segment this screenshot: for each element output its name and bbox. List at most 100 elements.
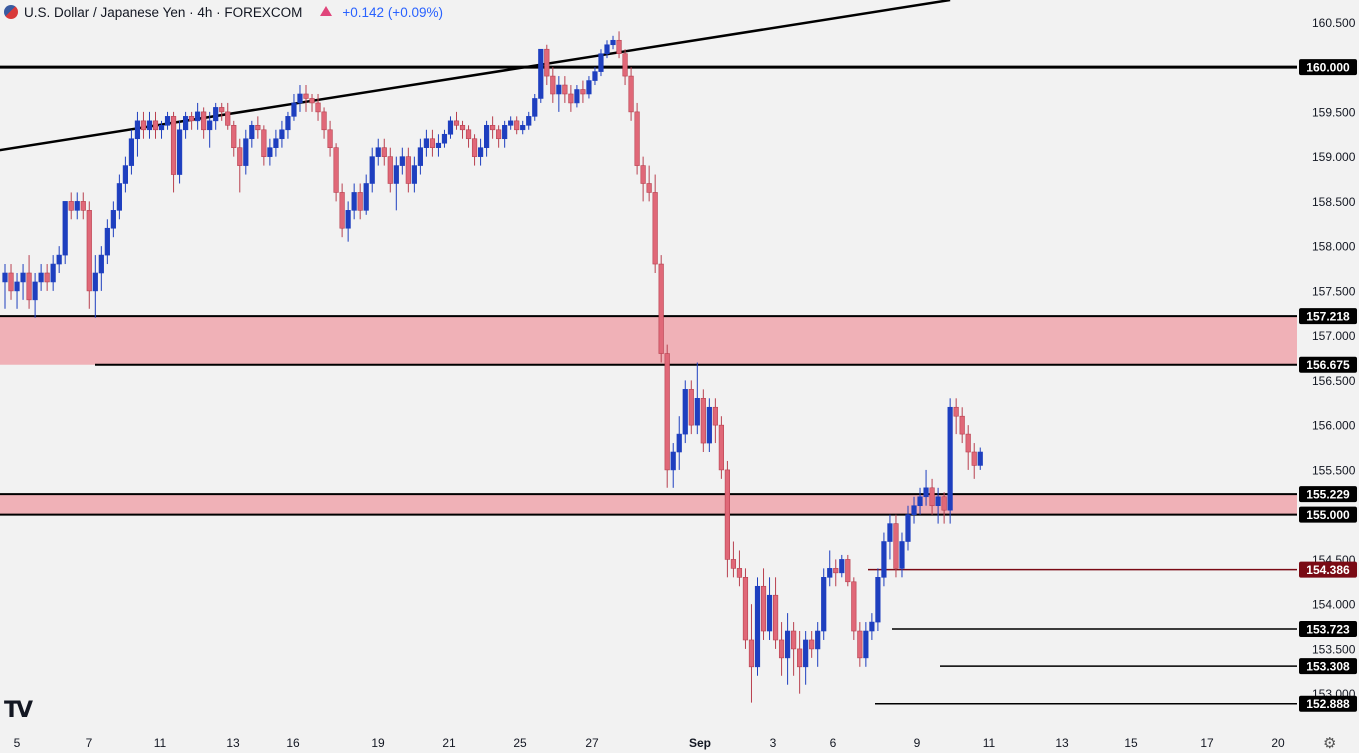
candle-body[interactable] (628, 75, 634, 113)
candle-body[interactable] (803, 639, 809, 668)
candle-body[interactable] (797, 648, 803, 668)
candle-body[interactable] (26, 272, 32, 301)
candle-body[interactable] (682, 389, 688, 435)
candle-body[interactable] (423, 138, 430, 148)
candle-body[interactable] (550, 75, 556, 95)
candle-body[interactable] (146, 120, 153, 131)
candle-body[interactable] (917, 496, 923, 507)
candle-body[interactable] (393, 165, 399, 184)
candle-body[interactable] (652, 192, 658, 265)
candle-body[interactable] (929, 487, 935, 507)
candle-body[interactable] (411, 165, 417, 184)
candle-body[interactable] (718, 424, 724, 471)
candle-body[interactable] (869, 621, 875, 632)
candle-body[interactable] (490, 125, 496, 131)
candle-body[interactable] (435, 142, 442, 148)
candle-body[interactable] (748, 639, 755, 668)
candle-body[interactable] (201, 111, 207, 131)
candle-body[interactable] (50, 263, 56, 283)
candle-body[interactable] (923, 487, 929, 498)
candle-body[interactable] (640, 165, 646, 184)
candle-body[interactable] (176, 129, 183, 175)
candle-body[interactable] (152, 120, 159, 131)
candle-body[interactable] (471, 138, 478, 157)
candle-body[interactable] (520, 125, 526, 131)
candle-body[interactable] (592, 71, 598, 81)
candle-body[interactable] (791, 630, 797, 650)
candle-body[interactable] (249, 125, 255, 140)
candle-body[interactable] (122, 165, 128, 184)
candle-body[interactable] (213, 107, 219, 122)
candle-body[interactable] (778, 639, 785, 659)
candle-body[interactable] (92, 272, 98, 292)
candle-body[interactable] (74, 201, 80, 211)
candle-body[interactable] (700, 398, 706, 444)
candle-body[interactable] (369, 156, 375, 184)
candle-body[interactable] (255, 125, 261, 131)
candle-body[interactable] (405, 156, 411, 184)
candle-body[interactable] (706, 406, 712, 444)
candle-body[interactable] (297, 93, 303, 104)
candle-body[interactable] (833, 568, 839, 574)
candle-body[interactable] (158, 125, 165, 131)
candle-body[interactable] (38, 272, 44, 283)
candle-body[interactable] (496, 129, 502, 140)
candle-body[interactable] (14, 281, 20, 292)
candle-body[interactable] (219, 107, 225, 113)
candle-body[interactable] (273, 138, 279, 148)
candle-body[interactable] (243, 138, 249, 166)
candle-body[interactable] (664, 353, 670, 471)
candle-body[interactable] (447, 120, 454, 135)
candle-body[interactable] (477, 147, 484, 157)
candle-body[interactable] (20, 272, 26, 283)
candle-body[interactable] (44, 272, 50, 283)
candle-body[interactable] (195, 111, 201, 122)
candle-body[interactable] (766, 594, 773, 632)
time-axis[interactable]: 5 7 11 13 16 19 21 25 27 Sep 3 6 9 11 13 15 17 20 (0, 725, 1297, 753)
candle-body[interactable] (736, 568, 743, 578)
candle-body[interactable] (821, 577, 827, 632)
candle-body[interactable] (676, 433, 682, 453)
candle-body[interactable] (333, 147, 339, 193)
candle-body[interactable] (887, 523, 893, 542)
candle-body[interactable] (207, 120, 213, 131)
candle-body[interactable] (809, 639, 815, 650)
candle-body[interactable] (303, 93, 309, 99)
candle-body[interactable] (815, 630, 821, 650)
symbol-title[interactable]: U.S. Dollar / Japanese Yen · 4h · FOREXC… (24, 4, 303, 20)
candle-body[interactable] (562, 84, 568, 95)
candle-body[interactable] (98, 254, 104, 274)
candle-body[interactable] (935, 496, 941, 507)
candle-body[interactable] (110, 210, 116, 229)
candle-body[interactable] (134, 120, 141, 140)
candle-body[interactable] (56, 254, 62, 265)
candle-body[interactable] (8, 272, 14, 292)
candle-body[interactable] (712, 406, 718, 426)
candle-body[interactable] (724, 469, 730, 560)
candle-body[interactable] (381, 147, 387, 157)
candle-body[interactable] (899, 541, 905, 569)
candle-body[interactable] (839, 559, 845, 574)
candle-body[interactable] (965, 433, 971, 453)
candle-body[interactable] (225, 111, 231, 126)
candle-body[interactable] (568, 93, 574, 104)
price-axis[interactable]: 160.500 159.500 159.000 158.500 158.000 157.5… (1297, 0, 1359, 753)
candle-body[interactable] (140, 120, 147, 131)
candle-body[interactable] (893, 523, 899, 569)
candle-body[interactable] (754, 585, 761, 668)
candle-body[interactable] (68, 201, 74, 211)
candle-body[interactable] (363, 183, 369, 211)
candle-body[interactable] (772, 594, 779, 641)
candle-body[interactable] (953, 406, 959, 417)
candle-body[interactable] (128, 138, 135, 166)
tradingview-logo-icon[interactable]: TV (4, 698, 33, 723)
candle-body[interactable] (971, 451, 977, 466)
candle-body[interactable] (586, 80, 592, 95)
candle-body[interactable] (622, 53, 628, 77)
candle-body[interactable] (514, 120, 520, 131)
candle-body[interactable] (598, 53, 604, 72)
candle-body[interactable] (86, 210, 92, 292)
candle-body[interactable] (357, 192, 363, 211)
candle-body[interactable] (183, 116, 189, 131)
candle-body[interactable] (164, 116, 171, 126)
